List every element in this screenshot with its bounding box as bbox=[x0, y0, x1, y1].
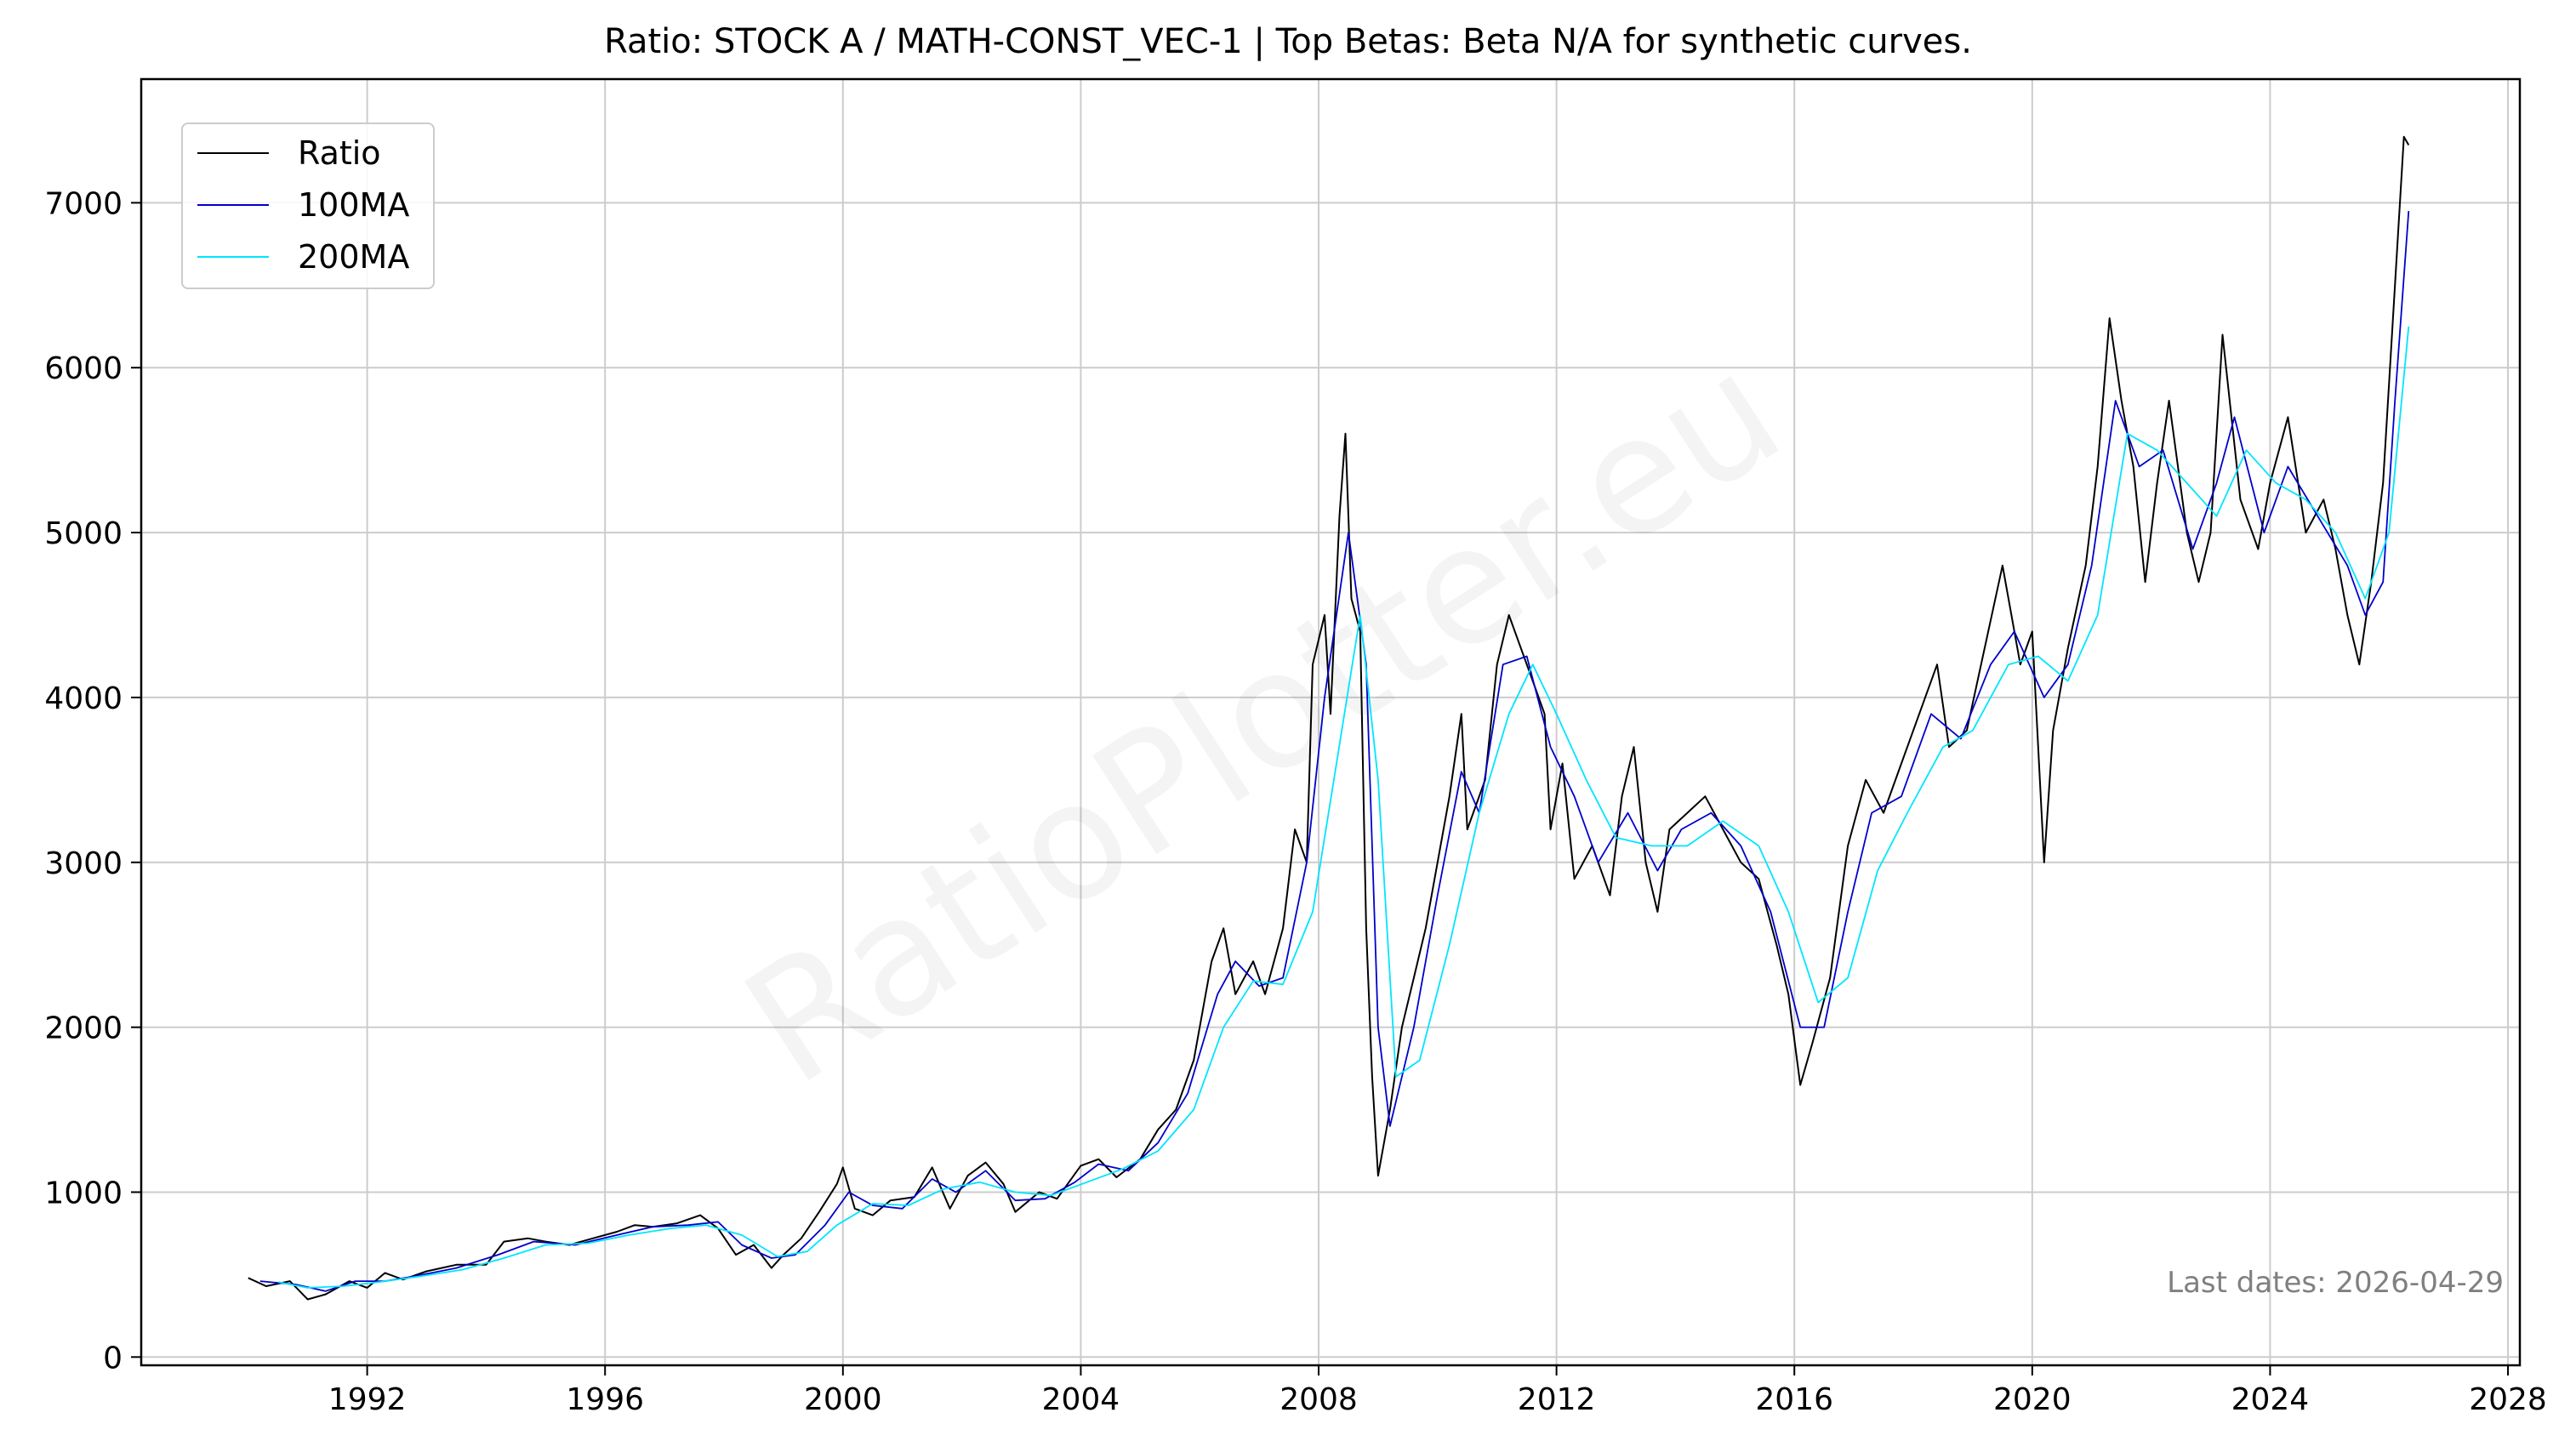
axis-ticks: 1992 1996 2000 2004 2008 2012 2016 2020 2024 2028… bbox=[44, 186, 2546, 1417]
series-line-100ma bbox=[259, 211, 2410, 1292]
legend-label-100ma: 100MA bbox=[298, 186, 409, 224]
x-tick-label: 2012 bbox=[1518, 1382, 1596, 1417]
x-tick-label: 2008 bbox=[1279, 1382, 1358, 1417]
legend-box bbox=[181, 122, 435, 289]
y-tick-label: 5000 bbox=[44, 516, 123, 551]
chart-title: Ratio: STOCK A / MATH-CONST_VEC-1 | Top … bbox=[604, 22, 1972, 61]
x-tick-label: 2028 bbox=[2469, 1382, 2547, 1417]
y-tick-label: 0 bbox=[103, 1341, 123, 1376]
y-tick-label: 6000 bbox=[44, 351, 123, 386]
y-tick-label: 2000 bbox=[44, 1011, 123, 1046]
legend-label-ratio: Ratio bbox=[298, 134, 381, 172]
x-tick-label: 2000 bbox=[804, 1382, 882, 1417]
x-tick-label: 2024 bbox=[2231, 1382, 2310, 1417]
x-tick-label: 1996 bbox=[566, 1382, 644, 1417]
y-tick-label: 7000 bbox=[44, 186, 123, 221]
y-tick-label: 1000 bbox=[44, 1176, 123, 1210]
x-tick-label: 2020 bbox=[1993, 1382, 2072, 1417]
series-line-200ma bbox=[277, 326, 2410, 1289]
x-tick-label: 2016 bbox=[1755, 1382, 1833, 1417]
plot-frame bbox=[140, 77, 2522, 1367]
y-tick-label: 3000 bbox=[44, 846, 123, 881]
series-lines bbox=[248, 135, 2410, 1301]
x-tick-label: 2004 bbox=[1042, 1382, 1120, 1417]
last-dates-annotation: Last dates: 2026-04-29 bbox=[2167, 1266, 2504, 1300]
legend-label-200ma: 200MA bbox=[298, 238, 409, 276]
y-tick-label: 4000 bbox=[44, 681, 123, 716]
legend: Ratio 100MA 200MA bbox=[181, 122, 435, 289]
x-tick-label: 1992 bbox=[328, 1382, 407, 1417]
